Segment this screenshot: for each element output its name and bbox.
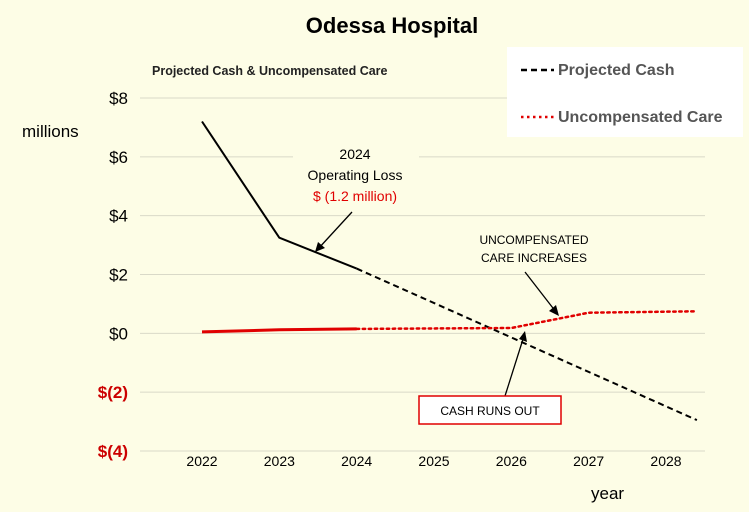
x-tick-label: 2028: [650, 453, 681, 469]
uncompensated-care-annotation: UNCOMPENSATED CARE INCREASES: [479, 233, 589, 316]
care-projected-line: [355, 310, 699, 331]
x-tick-label: 2026: [496, 453, 527, 469]
legend-cash-label: Projected Cash: [558, 62, 674, 79]
y-tick-label: $6: [109, 148, 128, 167]
series: [201, 120, 699, 422]
y-tick-label: $(4): [98, 442, 128, 461]
x-axis-label: year: [591, 484, 624, 503]
cash-runs-out-arrow: [504, 335, 525, 397]
x-tick-label: 2027: [573, 453, 604, 469]
y-tick-label: $2: [109, 266, 128, 285]
x-axis-ticks: 2022 2023 2024 2025 2026 2027 2028: [186, 453, 681, 469]
chart-subtitle: Projected Cash & Uncompensated Care: [152, 64, 388, 78]
legend-care-label: Uncompensated Care: [558, 109, 723, 126]
chart-title: Odessa Hospital: [306, 13, 478, 38]
x-tick-label: 2023: [264, 453, 295, 469]
cash-runs-out-label: CASH RUNS OUT: [440, 404, 540, 418]
legend: Projected Cash Uncompensated Care: [507, 47, 743, 137]
x-tick-label: 2024: [341, 453, 372, 469]
care-annotation-arrow: [524, 271, 557, 313]
operating-loss-box: [293, 140, 419, 210]
y-tick-label: $8: [109, 89, 128, 108]
x-tick-label: 2025: [418, 453, 449, 469]
y-axis-label: millions: [22, 122, 79, 141]
cash-projected-line: [356, 267, 698, 422]
cash-runs-out-box: [418, 395, 562, 425]
care-actual-line: [201, 327, 357, 334]
operating-loss-arrow: [317, 211, 353, 250]
y-axis-ticks: $8 $6 $4 $2 $0 $(2) $(4): [98, 89, 128, 461]
operating-loss-annotation: 2024 Operating Loss $ (1.2 million): [308, 146, 403, 252]
operating-loss-arrowhead: [315, 242, 325, 252]
cash-actual-line: [201, 120, 358, 270]
y-tick-label: $0: [109, 324, 128, 343]
operating-loss-text: Operating Loss: [308, 167, 403, 183]
y-tick-label: $(2): [98, 383, 128, 402]
cash-runs-out-annotation: CASH RUNS OUT: [418, 331, 562, 425]
operating-loss-year: 2024: [339, 146, 370, 162]
care-annotation-line1: UNCOMPENSATED: [479, 233, 588, 247]
y-tick-label: $4: [109, 207, 128, 226]
care-annotation-arrowhead: [549, 305, 559, 316]
legend-box: [507, 47, 743, 137]
operating-loss-amount: $ (1.2 million): [313, 188, 397, 204]
care-annotation-line2: CARE INCREASES: [481, 251, 587, 265]
grid: [140, 97, 705, 452]
cash-runs-out-arrowhead: [519, 331, 527, 342]
x-tick-label: 2022: [186, 453, 217, 469]
